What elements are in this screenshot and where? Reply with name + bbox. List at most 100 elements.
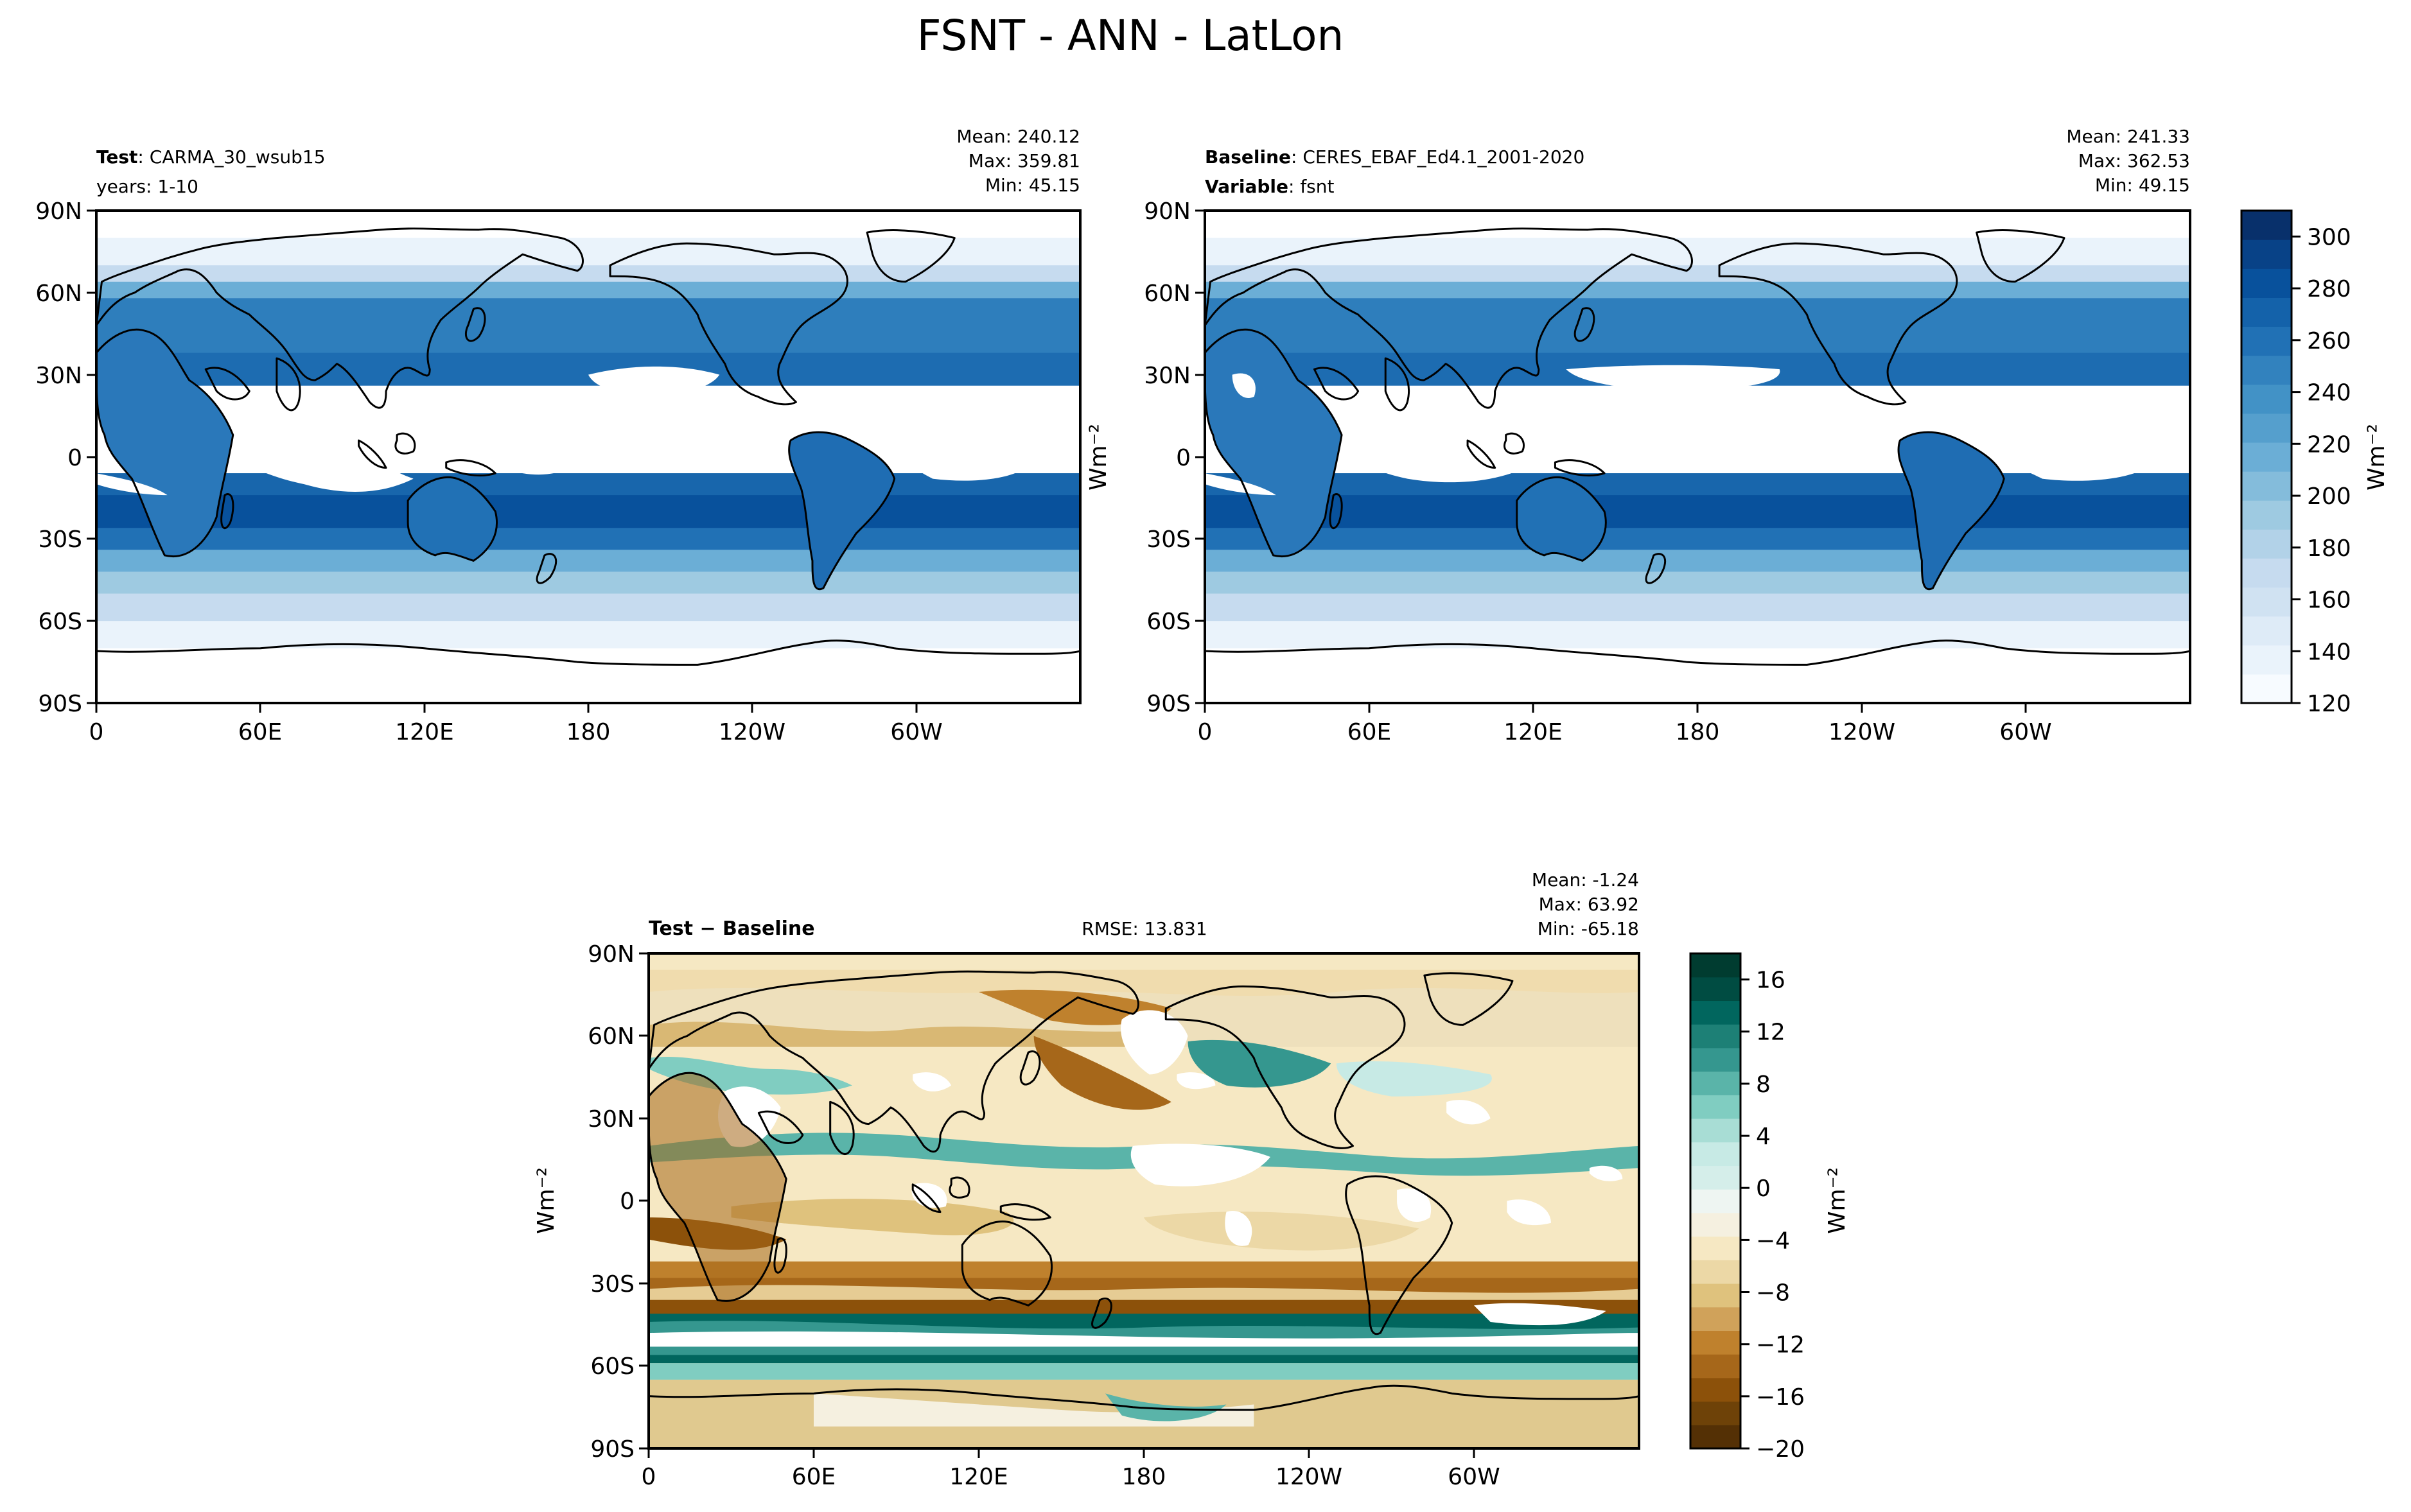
diff-colorbar-segment <box>1690 1212 1740 1237</box>
baseline-stat-mean: Mean: 241.33 <box>2066 126 2190 147</box>
diff-colorbar-segment <box>1690 1377 1740 1402</box>
diff-colorbar-tick-label: −16 <box>1756 1384 1805 1411</box>
test-xtick-label: 120W <box>719 719 785 745</box>
main-colorbar-tick-label: 120 <box>2307 691 2351 717</box>
main-colorbar-segment <box>2241 587 2292 617</box>
figure-title: FSNT - ANN - LatLon <box>917 11 1344 60</box>
test-xtick-label: 60W <box>890 719 942 745</box>
diff-stat-max: Max: 63.92 <box>1539 894 1639 915</box>
baseline-xtick-marks <box>1204 703 2027 713</box>
diff-colorbar-tick-label: −8 <box>1756 1280 1790 1307</box>
baseline-map-field <box>1205 211 2190 703</box>
main-colorbar-segment <box>2241 673 2292 704</box>
diff-colorbar-segment <box>1690 977 1740 1002</box>
diff-colorbar-label: Wm⁻² <box>1824 1167 1850 1234</box>
test-xtick-label: 60E <box>238 719 283 745</box>
diff-colorbar-ticks: 16 12 8 4 0 −4 −8 −12 −16 −20 <box>1740 968 1805 1463</box>
main-colorbar-segment <box>2241 355 2292 385</box>
test-xtick-label: 0 <box>89 719 104 745</box>
test-stat-max: Max: 359.81 <box>969 150 1080 171</box>
main-colorbar-frame <box>2240 209 2293 704</box>
diff-colorbar-tick-label: 12 <box>1756 1020 1785 1046</box>
main-colorbar-segments <box>2241 211 2292 704</box>
main-colorbar-segment <box>2241 529 2292 559</box>
diff-ytick-marks <box>639 952 649 1450</box>
baseline-stat-max: Max: 362.53 <box>2078 150 2190 171</box>
baseline-xtick-label: 180 <box>1676 719 1720 745</box>
test-ytick-label: 90S <box>38 691 82 717</box>
test-stat-min: Min: 45.15 <box>985 175 1080 196</box>
diff-xtick-label: 60E <box>792 1464 836 1490</box>
diff-colorbar-segment <box>1690 1330 1740 1355</box>
diff-colorbar-tick-label: 16 <box>1756 968 1785 994</box>
diff-colorbar-tick-label: 4 <box>1756 1124 1771 1150</box>
test-ytick-label: 60S <box>38 609 82 635</box>
main-colorbar-segment <box>2241 645 2292 675</box>
test-header-case: CARMA_30_wsub15 <box>150 146 326 168</box>
diff-ytick-label: 60N <box>588 1023 635 1050</box>
diff-colorbar-segment <box>1690 1307 1740 1332</box>
main-colorbar-segment <box>2241 616 2292 646</box>
diff-colorbar-segment <box>1690 1071 1740 1095</box>
baseline-ytick-label: 60S <box>1146 609 1191 635</box>
main-colorbar-segment <box>2241 268 2292 298</box>
diff-colorbar-segments <box>1690 953 1740 1449</box>
main-colorbar-segment <box>2241 297 2292 327</box>
test-header-colon: : <box>137 146 149 168</box>
main-units-label-left: Wm⁻² <box>1085 424 1112 491</box>
diff-colorbar-segment <box>1690 1047 1740 1072</box>
test-ytick-label: 60N <box>35 281 82 307</box>
main-colorbar-tick-label: 180 <box>2307 535 2351 562</box>
baseline-stat-min: Min: 49.15 <box>2095 175 2190 196</box>
diff-xtick-label: 120W <box>1276 1464 1342 1490</box>
main-colorbar-tick-label: 280 <box>2307 276 2351 302</box>
main-colorbar-segment <box>2241 384 2292 414</box>
baseline-xtick-label: 120W <box>1828 719 1895 745</box>
diff-map-field <box>649 953 1639 1448</box>
baseline-header-line1: Baseline: CERES_EBAF_Ed4.1_2001-2020 <box>1205 146 1584 168</box>
baseline-header-bold: Baseline <box>1205 146 1291 168</box>
diff-colorbar-segment <box>1690 1165 1740 1190</box>
diff-colorbar-tick-label: −4 <box>1756 1228 1790 1254</box>
diff-stat-mean: Mean: -1.24 <box>1532 869 1639 891</box>
diff-ytick-label: 60S <box>590 1353 635 1380</box>
diff-units-ylabel: Wm⁻² <box>533 1167 559 1234</box>
diff-ytick-label: 30S <box>590 1271 635 1298</box>
diff-xtick-label: 120E <box>949 1464 1008 1490</box>
diff-header-rmse: RMSE: 13.831 <box>1082 918 1207 939</box>
test-xtick-label: 120E <box>395 719 453 745</box>
diff-xtick-marks <box>647 1448 1475 1458</box>
diff-ytick-label: 30N <box>588 1106 635 1133</box>
baseline-panel: Baseline: CERES_EBAF_Ed4.1_2001-2020 Var… <box>1144 126 2191 745</box>
baseline-xtick-label: 120E <box>1504 719 1562 745</box>
diff-colorbar-tick-label: −20 <box>1756 1436 1805 1463</box>
diff-xtick-label: 60W <box>1448 1464 1500 1490</box>
test-stat-mean: Mean: 240.12 <box>956 126 1080 147</box>
test-header-line1: Test: CARMA_30_wsub15 <box>96 146 326 168</box>
diff-colorbar-segment <box>1690 1000 1740 1025</box>
diff-xtick-label: 180 <box>1122 1464 1166 1490</box>
baseline-variable-colon: : <box>1288 176 1300 197</box>
test-ytick-label: 30S <box>38 526 82 553</box>
diff-colorbar-segment <box>1690 1189 1740 1213</box>
diff-colorbar-segment <box>1690 1354 1740 1378</box>
diff-colorbar-segment <box>1690 953 1740 978</box>
diff-colorbar-segment <box>1690 1118 1740 1143</box>
baseline-ytick-label: 90S <box>1146 691 1191 717</box>
main-colorbar-tick-label: 220 <box>2307 431 2351 458</box>
main-colorbar-segment <box>2241 442 2292 472</box>
main-colorbar-segment <box>2241 211 2292 240</box>
baseline-xtick-label: 60W <box>1999 719 2051 745</box>
baseline-variable-name: fsnt <box>1300 176 1334 197</box>
diff-colorbar-segment <box>1690 1142 1740 1167</box>
baseline-variable-bold: Variable <box>1205 176 1288 197</box>
baseline-header-dataset: CERES_EBAF_Ed4.1_2001-2020 <box>1302 146 1584 168</box>
baseline-header-colon: : <box>1291 146 1302 168</box>
diff-colorbar-tick-label: −12 <box>1756 1332 1805 1359</box>
diff-colorbar: 16 12 8 4 0 −4 −8 −12 −16 −20 Wm⁻² <box>1689 952 1850 1463</box>
main-colorbar-tick-label: 140 <box>2307 639 2351 665</box>
test-xtick-label: 180 <box>566 719 611 745</box>
test-panel: Test: CARMA_30_wsub15 years: 1-10 Mean: … <box>35 126 1082 745</box>
diff-colorbar-segment <box>1690 1425 1740 1449</box>
